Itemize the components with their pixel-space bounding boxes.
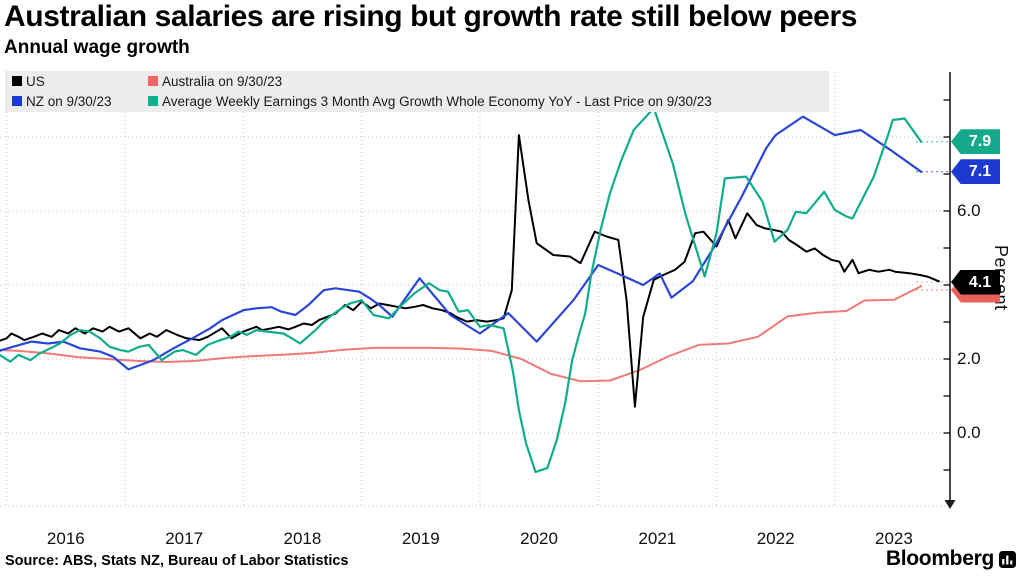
legend-item: NZ on 9/30/23 [12,94,148,109]
x-tick-label: 2016 [46,529,85,548]
chart-plot [0,72,956,509]
x-tick-label: 2023 [875,529,913,548]
legend-label: NZ on 9/30/23 [26,93,112,109]
chart-subtitle: Annual wage growth [4,37,190,58]
legend-swatch [148,96,158,106]
legend-label: US [26,73,45,89]
page-title: Australian salaries are rising but growt… [4,0,857,33]
legend-label: Average Weekly Earnings 3 Month Avg Grow… [162,93,712,109]
bloomberg-logo: Bloomberg [886,547,1016,571]
source-note: Source: ABS, Stats NZ, Bureau of Labor S… [5,553,349,569]
x-tick-label: 2020 [520,529,558,548]
legend-swatch [12,76,22,86]
x-tick-label: 2021 [638,529,677,548]
last-price-badge: 7.1 [951,159,1000,185]
bloomberg-terminal-icon [999,550,1016,568]
last-price-badge: 4.1 [951,269,1000,295]
y-tick-label: 0.0 [957,423,981,442]
legend-item: Average Weekly Earnings 3 Month Avg Grow… [148,94,829,109]
legend-swatch [12,96,22,106]
legend-label: Australia on 9/30/23 [162,73,283,89]
bloomberg-wordmark: Bloomberg [885,547,994,570]
x-tick-label: 2022 [756,529,795,548]
last-price-badge: 7.9 [951,129,1000,155]
x-tick-label: 2018 [283,529,322,548]
legend-item: Australia on 9/30/23 [148,74,829,89]
y-tick-label: 6.0 [957,201,981,220]
chart-legend: US Australia on 9/30/23 NZ on 9/30/23 Avera… [5,71,829,112]
y-tick-label: 2.0 [957,349,981,368]
x-tick-label: 2019 [401,529,440,548]
legend-swatch [148,76,158,86]
legend-item: US [12,74,148,89]
x-tick-label: 2017 [165,529,204,548]
